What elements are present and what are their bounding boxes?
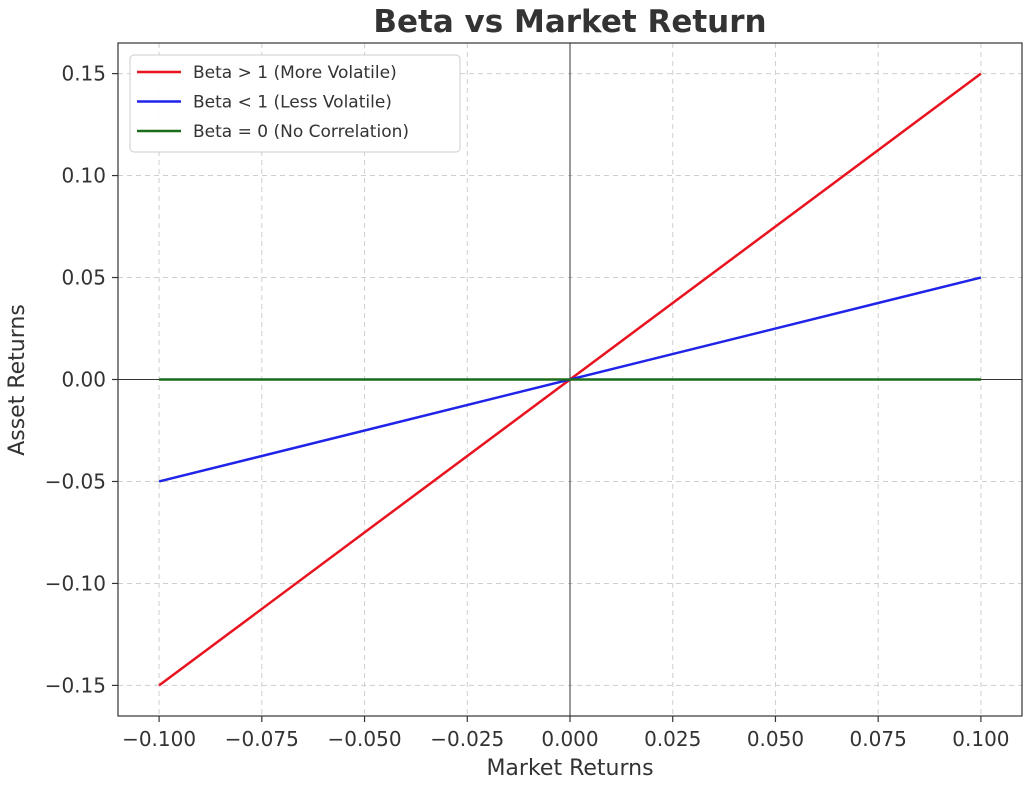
y-tick-label: 0.15 [61,62,106,86]
x-tick-label: 0.100 [952,727,1009,751]
y-tick-label: −0.10 [45,571,106,595]
x-tick-label: −0.025 [430,727,504,751]
y-axis-label: Asset Returns [5,304,30,456]
y-tick-label: −0.05 [45,469,106,493]
y-tick-label: −0.15 [45,673,106,697]
legend-label: Beta > 1 (More Volatile) [193,63,397,83]
y-tick-label: 0.05 [61,266,106,290]
x-tick-label: 0.025 [644,727,701,751]
y-tick-label: 0.00 [61,368,106,392]
legend-label: Beta = 0 (No Correlation) [193,122,409,142]
x-axis-ticks: −0.100 −0.075 −0.050 −0.025 0.000 0.025 0.050 0… [122,716,1010,751]
x-tick-label: −0.100 [122,727,196,751]
x-tick-label: 0.050 [747,727,804,751]
y-tick-label: 0.10 [61,164,106,188]
legend: Beta > 1 (More Volatile) Beta < 1 (Less V… [129,54,461,153]
legend-box [129,54,461,153]
x-tick-label: −0.075 [225,727,299,751]
x-tick-label: 0.000 [541,727,598,751]
chart-title: Beta vs Market Return [373,4,766,40]
y-axis-ticks: −0.15 −0.10 −0.05 0.00 0.05 0.10 0.15 [45,62,118,697]
x-tick-label: −0.050 [328,727,402,751]
series-lines [158,72,982,687]
x-tick-label: 0.075 [850,727,907,751]
legend-label: Beta < 1 (Less Volatile) [193,93,392,113]
x-axis-label: Market Returns [486,756,653,781]
